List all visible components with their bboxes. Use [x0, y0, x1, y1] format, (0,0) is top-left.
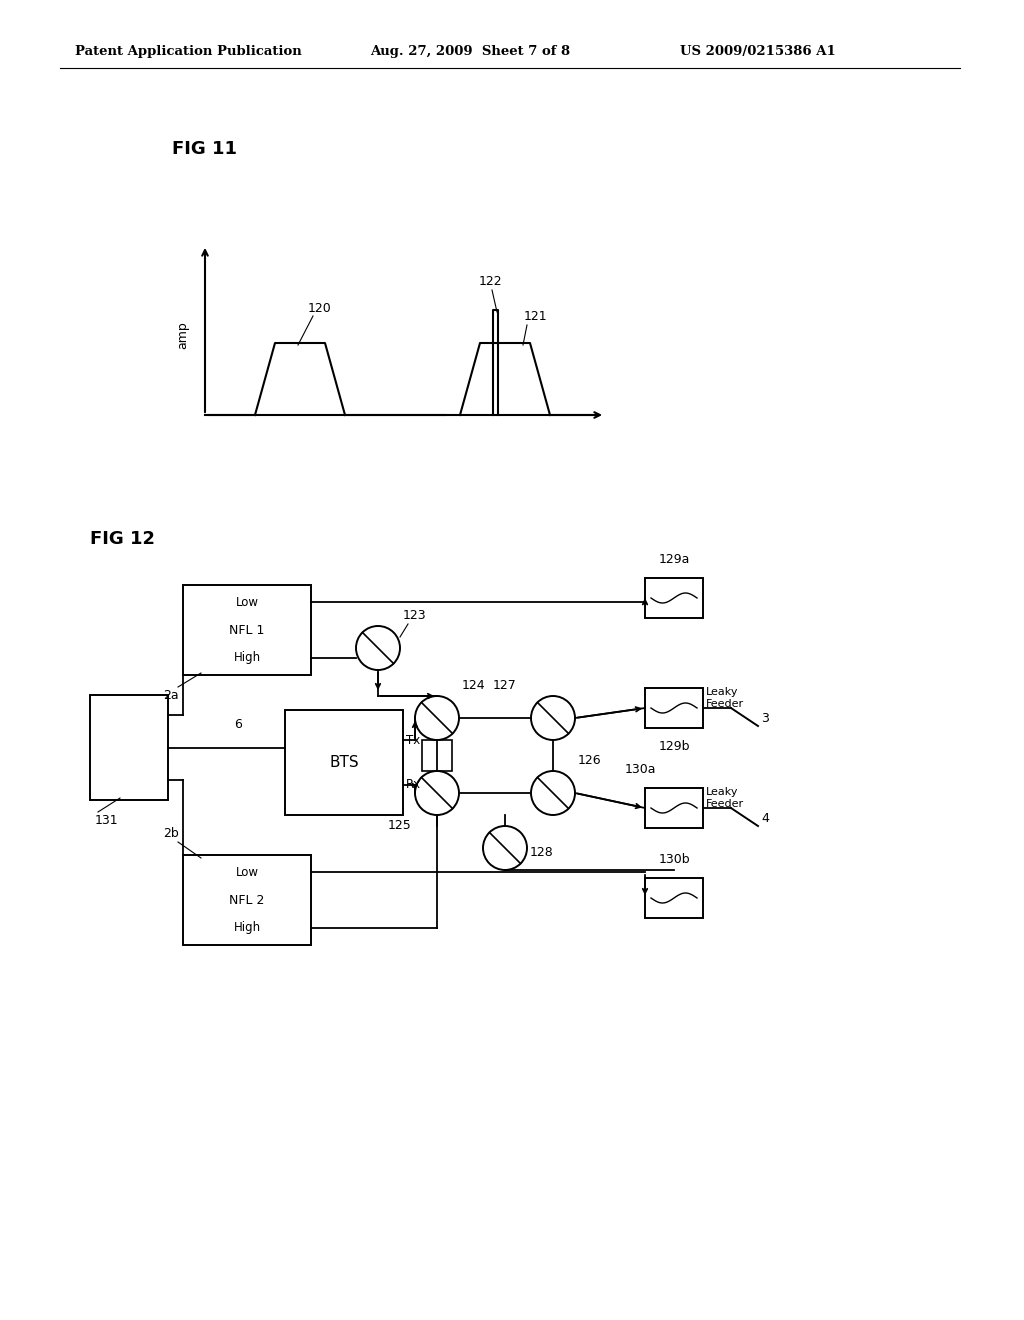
- Text: High: High: [233, 921, 260, 935]
- Text: NFL 2: NFL 2: [229, 894, 264, 907]
- Text: 3: 3: [761, 711, 769, 725]
- Text: 129b: 129b: [658, 741, 690, 752]
- Text: 125: 125: [387, 818, 411, 832]
- Text: US 2009/0215386 A1: US 2009/0215386 A1: [680, 45, 836, 58]
- Bar: [645, 878, 703, 917]
- Text: 131: 131: [95, 814, 119, 828]
- Text: 127: 127: [493, 678, 517, 692]
- Text: Low: Low: [236, 595, 258, 609]
- Bar: [285, 710, 403, 814]
- Text: Leaky: Leaky: [706, 686, 738, 697]
- Text: 123: 123: [403, 609, 427, 622]
- Text: BTS: BTS: [329, 755, 358, 770]
- Text: Feeder: Feeder: [706, 799, 744, 809]
- Bar: [422, 741, 452, 771]
- Text: 120: 120: [308, 302, 332, 315]
- Text: Patent Application Publication: Patent Application Publication: [75, 45, 302, 58]
- Text: FIG 11: FIG 11: [172, 140, 237, 158]
- Text: 4: 4: [761, 812, 769, 825]
- Text: FIG 12: FIG 12: [90, 531, 155, 548]
- Text: amp: amp: [176, 321, 189, 348]
- Bar: [645, 788, 703, 828]
- Text: 130b: 130b: [658, 853, 690, 866]
- Text: Low: Low: [236, 866, 258, 879]
- Text: Leaky: Leaky: [706, 787, 738, 797]
- Bar: [645, 688, 703, 729]
- Text: 2b: 2b: [163, 828, 179, 840]
- Text: 129a: 129a: [658, 553, 690, 566]
- Text: Feeder: Feeder: [706, 700, 744, 709]
- Text: 121: 121: [523, 310, 547, 323]
- Text: 126: 126: [578, 754, 602, 767]
- Text: 130a: 130a: [625, 763, 655, 776]
- Text: High: High: [233, 652, 260, 664]
- Text: 6: 6: [234, 718, 242, 731]
- Text: Aug. 27, 2009  Sheet 7 of 8: Aug. 27, 2009 Sheet 7 of 8: [370, 45, 570, 58]
- Text: 122: 122: [478, 275, 502, 288]
- Text: 124: 124: [462, 678, 485, 692]
- Text: 128: 128: [530, 846, 554, 859]
- Bar: [90, 696, 168, 800]
- Text: 2a: 2a: [163, 689, 179, 702]
- Bar: [645, 578, 703, 618]
- Text: Rx: Rx: [406, 779, 421, 792]
- Text: NFL 1: NFL 1: [229, 623, 264, 636]
- Text: Tx: Tx: [406, 734, 420, 747]
- Bar: [183, 855, 311, 945]
- Bar: [183, 585, 311, 675]
